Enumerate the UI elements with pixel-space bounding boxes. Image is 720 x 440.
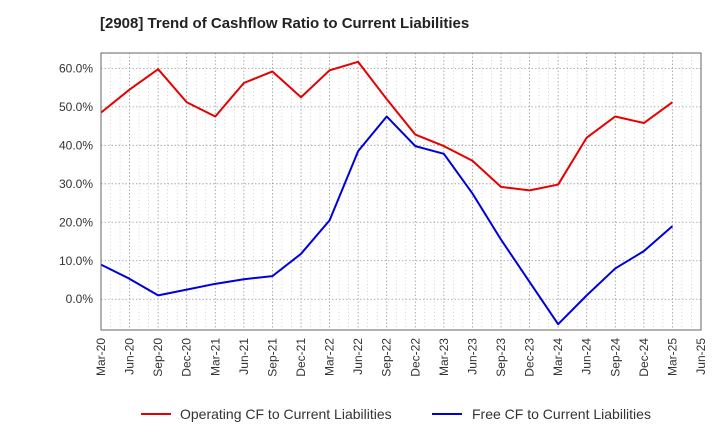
- chart-title: [2908] Trend of Cashflow Ratio to Curren…: [100, 15, 470, 32]
- x-tick-label: Mar-25: [665, 338, 679, 376]
- y-tick-label: 20.0%: [59, 215, 93, 229]
- legend-item: Free CF to Current Liabilities: [432, 406, 651, 422]
- x-tick-label: Mar-22: [323, 338, 337, 376]
- x-tick-label: Dec-20: [180, 338, 194, 377]
- x-tick-label: Sep-22: [380, 338, 394, 377]
- x-tick-label: Mar-23: [437, 338, 451, 376]
- x-tick-label: Mar-20: [94, 338, 108, 376]
- y-tick-label: 10.0%: [59, 254, 93, 268]
- x-tick-label: Dec-21: [294, 338, 308, 377]
- x-tick-label: Sep-23: [494, 338, 508, 377]
- y-tick-label: 0.0%: [66, 292, 94, 306]
- x-tick-label: Jun-24: [580, 338, 594, 375]
- y-tick-label: 50.0%: [59, 100, 93, 114]
- legend-layer: Operating CF to Current Liabilities Free …: [141, 406, 651, 422]
- x-tick-label: Sep-20: [151, 338, 165, 377]
- x-tick-label: Jun-23: [465, 338, 479, 375]
- y-tick-label: 30.0%: [59, 177, 93, 191]
- x-tick-label: Dec-23: [523, 338, 537, 377]
- x-tick-label: Sep-21: [265, 338, 279, 377]
- x-tick-label: Sep-24: [608, 338, 622, 377]
- axis-layer: 0.0% 10.0% 20.0% 30.0% 40.0% 50.0% 60.0% Mar-20…: [59, 52, 708, 377]
- y-tick-label: 60.0%: [59, 61, 93, 75]
- x-tick-label: Jun-21: [237, 338, 251, 375]
- x-tick-label: Dec-24: [637, 338, 651, 377]
- x-tick-label: Dec-22: [408, 338, 422, 377]
- x-tick-label: Jun-22: [351, 338, 365, 375]
- legend-label: Operating CF to Current Liabilities: [180, 406, 392, 422]
- x-tick-label: Jun-25: [694, 338, 708, 375]
- legend-item: Operating CF to Current Liabilities: [141, 406, 392, 422]
- x-tick-label: Mar-24: [551, 338, 565, 376]
- x-tick-label: Jun-20: [123, 338, 137, 375]
- x-tick-label: Mar-21: [208, 338, 222, 376]
- legend-label: Free CF to Current Liabilities: [472, 406, 651, 422]
- y-tick-label: 40.0%: [59, 138, 93, 152]
- plot-frame: [100, 52, 702, 331]
